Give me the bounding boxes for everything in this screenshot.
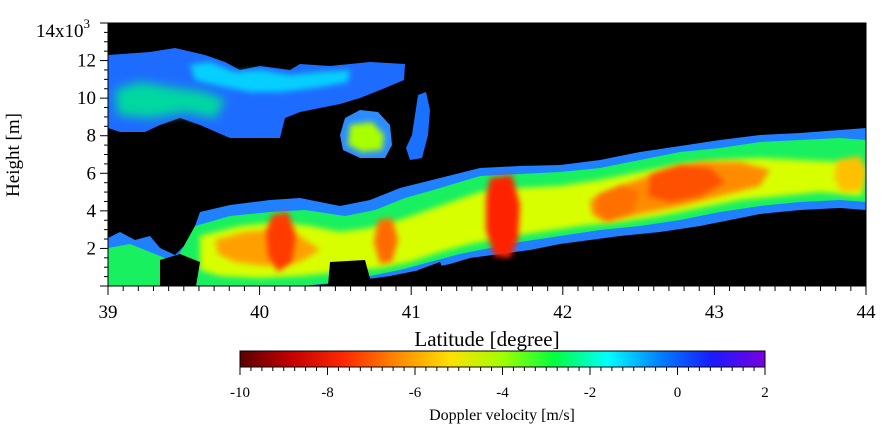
x-tick-label: 41 xyxy=(402,302,421,323)
core-42-8 xyxy=(648,165,725,202)
x-axis-label: Latitude [degree] xyxy=(414,327,559,351)
colorbar-label: Doppler velocity [m/s] xyxy=(429,407,575,424)
y-tick-label: 8 xyxy=(87,126,97,147)
colorbar-tick-label: -8 xyxy=(321,385,334,401)
x-tick-label: 44 xyxy=(857,302,877,323)
colorbar-tick-label: -6 xyxy=(409,385,422,401)
y-top-label-base: 14x10 xyxy=(36,21,84,42)
gap-1 xyxy=(160,254,200,286)
colorbar-tick-label: -2 xyxy=(584,385,597,401)
thin-cloud xyxy=(406,92,430,160)
x-tick-label: 42 xyxy=(553,302,572,323)
gap-right xyxy=(500,212,866,286)
colorbar-tick-label: -4 xyxy=(496,385,509,401)
colorbar-tick-label: 2 xyxy=(761,385,769,401)
core-41-6 xyxy=(486,175,520,258)
small-cloud-core xyxy=(348,122,384,152)
core-40-8 xyxy=(374,218,398,264)
upper-cloud xyxy=(108,48,405,138)
y-top-label: 14x103 xyxy=(36,16,90,42)
gap-2 xyxy=(328,260,372,286)
colorbar-axis: -10 -8 -6 -4 -2 0 2 xyxy=(230,367,769,401)
doppler-field xyxy=(108,48,866,286)
y-tick-label: 2 xyxy=(87,238,97,259)
y-axis-label: Height [m] xyxy=(3,113,24,197)
x-tick-label: 39 xyxy=(99,302,118,323)
colorbar-tick-label: -10 xyxy=(230,385,250,401)
colorbar-tick-label: 0 xyxy=(674,385,682,401)
core-42-2 xyxy=(596,186,640,220)
x-tick-label: 43 xyxy=(705,302,724,323)
gap-3 xyxy=(415,262,450,286)
colorbar xyxy=(239,350,766,368)
upper-cloud-green xyxy=(115,82,225,118)
upper-cloud-cyan xyxy=(190,62,350,92)
y-tick-label: 6 xyxy=(87,163,97,184)
x-tick-label: 40 xyxy=(250,302,269,323)
y-top-label-exponent: 3 xyxy=(84,16,91,31)
core-40 xyxy=(266,212,296,272)
x-axis: 39 40 41 42 43 44 xyxy=(99,286,877,323)
y-tick-label: 4 xyxy=(87,201,97,222)
y-axis: 2 4 6 8 10 12 xyxy=(77,22,108,287)
y-tick-label: 12 xyxy=(77,51,96,72)
core-43-9 xyxy=(834,156,866,192)
y-tick-label: 10 xyxy=(77,88,96,109)
